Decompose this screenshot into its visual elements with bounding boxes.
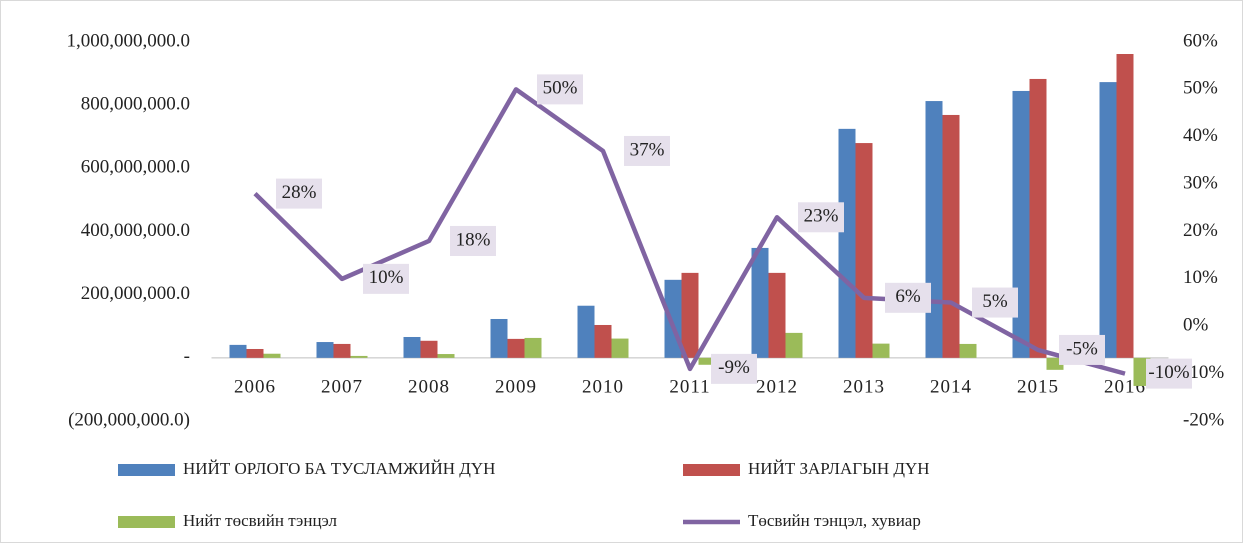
- y2-tick-label: 30%: [1183, 172, 1218, 193]
- y2-tick-label: -20%: [1183, 409, 1224, 430]
- bar: [959, 343, 977, 358]
- x-tick-label: 2015: [1017, 376, 1059, 397]
- bar: [350, 355, 368, 358]
- bar: [925, 101, 943, 358]
- y-tick-label: 1,000,000,000.0: [67, 30, 191, 51]
- data-label: 6%: [895, 286, 921, 307]
- bar: [263, 353, 281, 358]
- bar: [246, 348, 264, 358]
- data-label-box: [798, 202, 844, 233]
- bar: [229, 344, 247, 358]
- bar: [751, 247, 769, 358]
- x-tick-label: 2006: [234, 376, 276, 397]
- legend-label: НИЙТ ЗАРЛАГЫН ДҮН: [748, 459, 930, 478]
- data-label-box: [363, 263, 409, 294]
- y-tick-label: 200,000,000.0: [81, 283, 190, 304]
- y-tick-label: 400,000,000.0: [81, 220, 190, 241]
- bar: [1099, 82, 1117, 358]
- legend-swatch: [683, 464, 740, 476]
- bar: [768, 272, 786, 358]
- bar: [316, 342, 334, 358]
- y-tick-label: 800,000,000.0: [81, 94, 190, 115]
- x-tick-label: 2014: [930, 376, 972, 397]
- data-label: 50%: [543, 78, 578, 99]
- data-label: 5%: [982, 291, 1008, 312]
- data-label: 28%: [282, 182, 317, 203]
- legend-label: Төсвийн тэнцэл, хувиар: [748, 511, 921, 530]
- legend-label: НИЙТ ОРЛОГО БА ТУСЛАМЖИЙН ДҮН: [183, 459, 495, 478]
- bar: [942, 114, 960, 358]
- data-label-box: [1146, 358, 1192, 389]
- data-label: 23%: [804, 206, 839, 227]
- x-tick-label: 2008: [408, 376, 450, 397]
- data-label-box: [624, 135, 670, 166]
- y-tick-label: (200,000,000.0): [68, 409, 190, 430]
- bar: [1116, 54, 1134, 358]
- y2-tick-label: 20%: [1183, 220, 1218, 241]
- bar: [872, 343, 890, 358]
- x-tick-label: 2010: [582, 376, 624, 397]
- data-label-box: [711, 353, 757, 384]
- y-tick-label: 600,000,000.0: [81, 157, 190, 178]
- bar: [524, 337, 542, 358]
- data-label-box: [885, 282, 931, 313]
- bar: [594, 324, 612, 358]
- bar: [403, 336, 421, 358]
- x-tick-label: 2007: [321, 376, 363, 397]
- data-label: 10%: [369, 267, 404, 288]
- x-tick-label: 2012: [756, 376, 798, 397]
- bar: [611, 338, 629, 358]
- data-label-box: [972, 287, 1018, 318]
- bar: [1012, 90, 1030, 358]
- data-label: 37%: [630, 139, 665, 160]
- bar: [437, 354, 455, 358]
- legend-label: Нийт төсвийн тэнцэл: [183, 511, 338, 530]
- data-label: -10%: [1148, 362, 1189, 383]
- x-tick-label: 2013: [843, 376, 885, 397]
- data-label-box: [276, 178, 322, 209]
- data-label: 18%: [456, 229, 491, 250]
- x-tick-label: 2009: [495, 376, 537, 397]
- line: [253, 87, 1126, 376]
- data-label-box: [1059, 334, 1105, 365]
- data-label: -9%: [718, 357, 750, 378]
- y2-tick-label: 50%: [1183, 78, 1218, 99]
- y2-tick-label: 0%: [1183, 315, 1209, 336]
- bar: [577, 305, 595, 358]
- bar: [1029, 78, 1047, 358]
- bar: [698, 357, 716, 365]
- y2-tick-label: -10%: [1183, 362, 1224, 383]
- legend-swatch: [118, 464, 175, 476]
- data-label-box: [450, 225, 496, 256]
- legend-swatch: [118, 516, 175, 528]
- x-tick-label: 2011: [669, 376, 710, 397]
- bar: [507, 338, 525, 358]
- bar: [785, 332, 803, 358]
- bar: [681, 272, 699, 358]
- data-label-box: [537, 74, 583, 105]
- bar: [855, 143, 873, 358]
- bar: [333, 343, 351, 358]
- bar: [838, 128, 856, 358]
- bar: [420, 340, 438, 358]
- bar: [490, 318, 508, 358]
- y2-tick-label: 10%: [1183, 267, 1218, 288]
- y-tick-label: -: [184, 346, 190, 367]
- y2-tick-label: 40%: [1183, 125, 1218, 146]
- y2-tick-label: 60%: [1183, 30, 1218, 51]
- data-label: -5%: [1066, 338, 1098, 359]
